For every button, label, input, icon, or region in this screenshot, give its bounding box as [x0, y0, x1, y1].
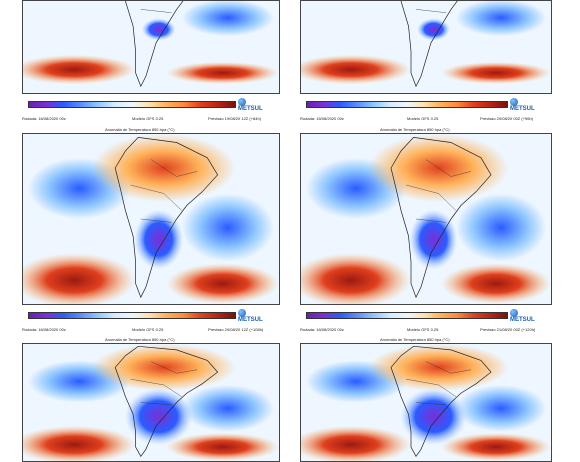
panel-title: Anomalia de Temperatura 850 hpa (°C): [380, 127, 450, 132]
run-label: Rodada: 16/08/2020 00z: [300, 327, 344, 332]
model-label: Modelo GFS 0.25: [132, 327, 164, 332]
metsul-logo: METSUL: [510, 309, 535, 323]
metsul-logo: METSUL: [238, 98, 263, 112]
metsul-logo: METSUL: [238, 309, 263, 323]
south-atlantic-hot-anomaly: [441, 61, 551, 84]
southern-hot-anomaly: [301, 54, 411, 85]
cold-air-mass: [134, 209, 184, 270]
atlantic-cool-anomaly: [456, 193, 546, 262]
cold-air-mass: [124, 388, 193, 445]
panel-title: Anomalia de Temperatura 850 hpa (°C): [105, 337, 175, 342]
southern-hot-anomaly: [23, 54, 136, 85]
run-label: Rodada: 16/08/2020 00z: [22, 327, 66, 332]
forecast-time-label: Previsao 21/08/20 00Z (+120h): [480, 327, 536, 332]
south-atlantic-hot-anomaly: [166, 263, 279, 304]
south-atlantic-hot-anomaly: [166, 61, 279, 84]
run-label: Rodada: 16/08/2020 00z: [22, 116, 66, 121]
globe-icon: [238, 98, 246, 106]
forecast-time-label: Previsao 20/08/20 00Z (+96h): [480, 116, 534, 121]
model-label: Modelo GFS 0.25: [407, 327, 439, 332]
anomaly-map: [22, 133, 280, 305]
cold-air-mass: [417, 18, 450, 41]
anomaly-map: [22, 0, 280, 94]
atlantic-cool-anomaly: [181, 193, 274, 262]
panel-title: Anomalia de Temperatura 850 hpa (°C): [380, 337, 450, 342]
atlantic-cool-anomaly: [181, 384, 274, 432]
cold-air-mass: [400, 388, 467, 445]
logo-text: METSUL: [510, 106, 535, 112]
southern-hot-anomaly: [23, 253, 136, 304]
color-scale-bar: [306, 312, 508, 319]
run-label: Rodada: 16/08/2020 00z: [300, 116, 344, 121]
country-borders: [405, 378, 457, 397]
metsul-logo: METSUL: [510, 98, 535, 112]
south-atlantic-hot-anomaly: [441, 432, 551, 461]
cold-air-mass: [409, 209, 458, 270]
southern-hot-anomaly: [301, 253, 411, 304]
continent-outline: [114, 137, 219, 299]
anomaly-map: [300, 133, 552, 305]
panel-title: Anomalia de Temperatura 850 hpa (°C): [105, 127, 175, 132]
model-label: Modelo GFS 0.25: [407, 116, 439, 121]
globe-icon: [510, 309, 518, 317]
continent-outline: [114, 345, 219, 457]
southern-hot-anomaly: [301, 425, 411, 461]
country-borders: [130, 184, 182, 211]
atlantic-cool-anomaly: [456, 384, 546, 432]
forecast-time-label: Previsao 20/08/20 12Z (+108h): [208, 327, 264, 332]
anomaly-map: [22, 343, 280, 462]
continent-outline: [390, 137, 492, 299]
model-label: Modelo GFS 0.25: [132, 116, 164, 121]
logo-text: METSUL: [510, 317, 535, 323]
continent-outline: [125, 1, 184, 88]
southern-hot-anomaly: [23, 425, 136, 461]
anomaly-map: [300, 0, 552, 94]
logo-text: METSUL: [238, 106, 263, 112]
continent-outline: [400, 1, 458, 88]
atlantic-cool-anomaly: [181, 1, 274, 37]
color-scale-bar: [28, 101, 236, 108]
south-atlantic-hot-anomaly: [166, 432, 279, 461]
country-borders: [130, 378, 182, 397]
south-atlantic-hot-anomaly: [441, 263, 551, 304]
color-scale-bar: [28, 312, 236, 319]
anomaly-map: [300, 343, 552, 462]
globe-icon: [238, 309, 246, 317]
atlantic-cool-anomaly: [456, 1, 546, 37]
cold-air-mass: [141, 18, 176, 41]
color-scale-bar: [306, 101, 508, 108]
globe-icon: [510, 98, 518, 106]
continent-outline: [390, 345, 492, 457]
logo-text: METSUL: [238, 317, 263, 323]
forecast-time-label: Previsao 19/08/20 12Z (+84h): [208, 116, 262, 121]
country-borders: [405, 184, 457, 211]
